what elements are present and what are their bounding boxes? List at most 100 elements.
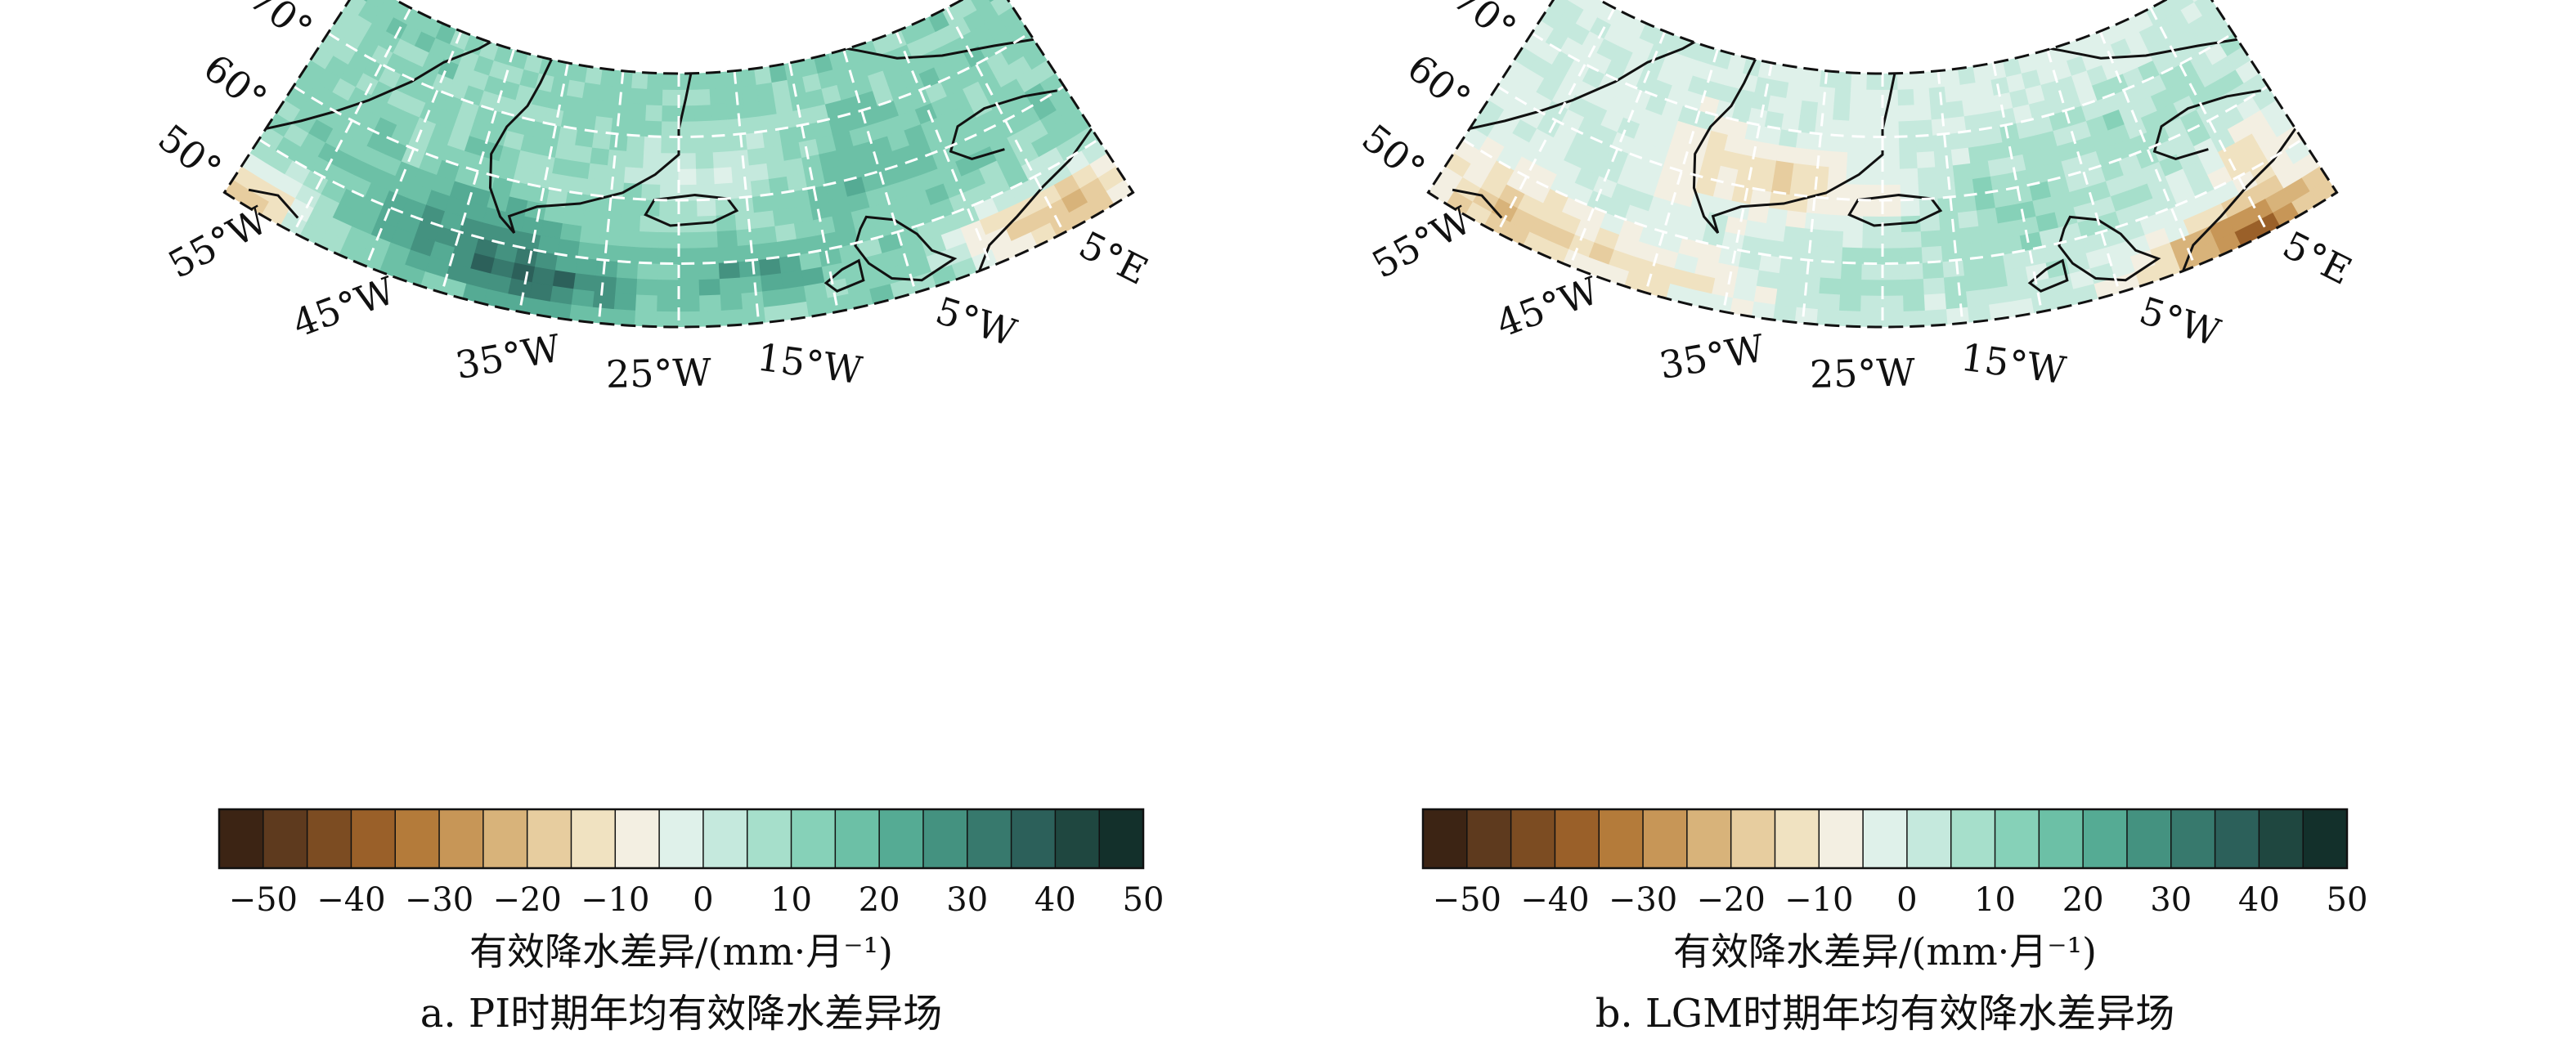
colorbar-swatch [2303, 809, 2348, 868]
colorbar-swatch [2259, 809, 2304, 868]
ireland-coast [824, 258, 865, 293]
colorbar-swatch [2039, 809, 2084, 868]
colorbar-swatch [2170, 809, 2216, 868]
colorbar-swatch [1863, 809, 1908, 868]
colorbar-swatch [967, 809, 1012, 868]
colorbar-tick-label: −40 [1520, 881, 1589, 919]
colorbar-tick-label: −30 [1609, 881, 1677, 919]
colorbar: −50 −40 −30 −20 −10 0 10 20 30 40 50 有效降水差异/(mm·月⁻¹… [218, 808, 1165, 974]
colorbar-tick-label: −30 [405, 881, 473, 919]
colorbar-tick-label: 30 [946, 881, 988, 919]
colorbar-swatch [1730, 809, 1775, 868]
parallel-line [327, 32, 1030, 138]
colorbar-tick-label: −40 [316, 881, 385, 919]
panel-b: 80°N70°60°50°55°W45°W 35°W 25°W 15°W 5°W 5°E −… [1353, 0, 2367, 1037]
iceland-coast [644, 194, 739, 227]
colorbar-title: 有效降水差异/(mm·月⁻¹) [469, 929, 893, 974]
lon-label: 35°W [452, 325, 564, 387]
lon-label: 5°W [2134, 288, 2226, 355]
colorbar-swatch [351, 809, 396, 868]
norway-coast-outer [2039, 38, 2238, 60]
britain-coast [2058, 215, 2161, 282]
lat-label: 50° [150, 115, 230, 191]
map-field [224, 0, 1133, 328]
lat-label: 70° [241, 0, 321, 52]
colorbar-tick-label: 50 [2327, 881, 2368, 919]
map-field [1428, 0, 2337, 328]
colorbar-swatch [1555, 809, 1600, 868]
colorbar-swatch [571, 809, 616, 868]
colorbar-tick-label: 40 [1034, 881, 1076, 919]
colorbar-tick-label: −10 [581, 881, 649, 919]
colorbar-tick-label: −50 [229, 881, 298, 919]
parallel-line [1461, 138, 2304, 265]
colorbar-tick-label: 50 [1123, 881, 1165, 919]
colorbar-swatch [307, 809, 352, 868]
graticule [1461, 7, 2304, 327]
colorbar-swatch [219, 809, 264, 868]
map-border [1426, 0, 2339, 329]
colorbar-swatch [1950, 809, 1996, 868]
map-border [222, 0, 1135, 329]
colorbar-swatch [747, 809, 792, 868]
lon-label: 45°W [287, 268, 402, 346]
parallel-line [1531, 32, 2234, 138]
colorbar-tick-label: −10 [1784, 881, 1853, 919]
colorbar-swatch [1055, 809, 1100, 868]
colorbar-swatch [1466, 809, 1512, 868]
graticule [258, 7, 1100, 327]
lon-label: 5°W [931, 288, 1022, 355]
colorbar-tick-label: −20 [492, 881, 561, 919]
lon-label: 15°W [1959, 335, 2070, 393]
colorbar-swatch [263, 809, 308, 868]
lon-label: 55°W [1365, 198, 1479, 287]
lon-label: 5°E [1072, 222, 1155, 293]
colorbar-frame [218, 808, 1145, 870]
labrador-coast [265, 38, 497, 130]
lat-label: 60° [195, 46, 276, 122]
colorbar-swatch [791, 809, 836, 868]
norway-coast-outer [835, 38, 1034, 60]
colorbar-swatch [439, 809, 484, 868]
colorbar-swatch [395, 809, 440, 868]
scandinavia-coast [2152, 89, 2261, 160]
colorbar-swatch [1995, 809, 2040, 868]
colorbar-swatch [615, 809, 660, 868]
colorbar-tick-label: −20 [1696, 881, 1765, 919]
colorbar-swatch [1906, 809, 1952, 868]
colorbar-tick-label: 40 [2238, 881, 2280, 919]
colorbar-tick-label: 0 [1896, 881, 1917, 919]
panel-a: 80°N70°60°50°55°W45°W 35°W 25°W 15°W 5°W 5°E −… [150, 0, 1164, 1037]
labrador-coast [1469, 38, 1701, 130]
colorbar-swatch [835, 809, 880, 868]
scandinavia-coast [949, 89, 1057, 160]
colorbar-swatch [1775, 809, 1820, 868]
colorbar-title: 有效降水差异/(mm·月⁻¹) [1673, 929, 2097, 974]
colorbar-swatch [1099, 809, 1144, 868]
colorbar-swatch [1599, 809, 1644, 868]
colorbar-swatch [1011, 809, 1056, 868]
newfoundland-coast [1452, 188, 1503, 219]
colorbar-tick-label: 20 [2062, 881, 2104, 919]
lon-label: 5°E [2276, 222, 2358, 293]
colorbar-tick-label: −50 [1433, 881, 1501, 919]
colorbar-swatch [1510, 809, 1555, 868]
colorbar-swatch [1643, 809, 1688, 868]
parallel-line [1497, 85, 2269, 202]
colorbar-tick-label: 20 [859, 881, 900, 919]
colorbar-swatch [2126, 809, 2172, 868]
ireland-coast [2027, 258, 2069, 293]
colorbar-tick-label: 0 [693, 881, 713, 919]
colorbar-swatch [659, 809, 704, 868]
colorbar-tick-label: 30 [2150, 881, 2192, 919]
colorbar-swatch [1819, 809, 1864, 868]
lat-label: 60° [1399, 46, 1479, 122]
coastlines [248, 38, 1093, 293]
lat-label: 80°N [1470, 0, 1572, 7]
colorbar: −50 −40 −30 −20 −10 0 10 20 30 40 50 有效降水差异/(mm·月⁻¹… [1421, 808, 2368, 974]
colorbar-tick-label: 10 [770, 881, 812, 919]
lon-label: 25°W [605, 350, 712, 396]
colorbar-frame [1421, 808, 2349, 870]
colorbar-swatch [2215, 809, 2260, 868]
panel-caption: b. LGM时期年均有效降水差异场 [1595, 991, 2175, 1037]
